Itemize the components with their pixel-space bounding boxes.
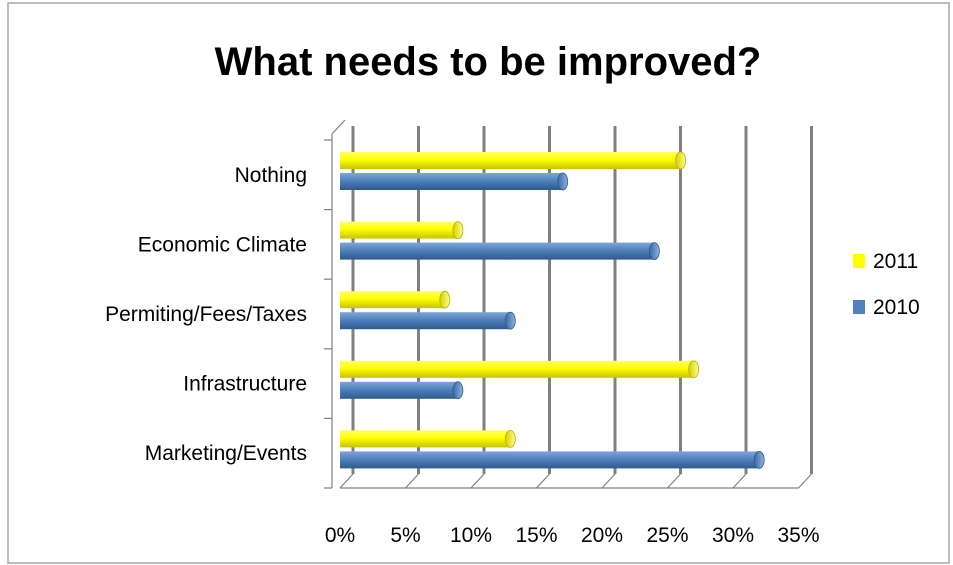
bar-2010-permiting-fees-taxes (340, 312, 511, 330)
x-tick-label: 20% (581, 524, 623, 547)
x-tick-label: 25% (646, 524, 688, 547)
floor-gridline (601, 473, 616, 489)
legend-label-2010: 2010 (873, 296, 920, 319)
legend: 2011 2010 (853, 250, 920, 319)
value-axis-labels: 0% 5% 10% 15% 20% 25% 30% 35% (325, 524, 820, 547)
bar-2010-marketing-events (340, 451, 760, 469)
bar-cap-2011-infrastructure (688, 360, 700, 379)
plot-bars (340, 151, 765, 469)
category-axis-labels: Nothing Economic Climate Permiting/Fees/Ta… (105, 164, 307, 465)
bar-2011-marketing-events (340, 430, 511, 448)
bar-cap-2011-marketing-events (504, 429, 516, 448)
chart-title: What needs to be improved? (215, 40, 762, 84)
x-tick-label: 30% (712, 524, 754, 547)
x-tick-label: 35% (777, 524, 819, 547)
category-label-nothing: Nothing (235, 164, 307, 187)
floor-gridline (339, 473, 354, 489)
category-label-marketing-events: Marketing/Events (145, 442, 307, 465)
bar-2011-economic-climate (340, 221, 458, 239)
bar-cap-2010-nothing (557, 172, 569, 191)
x-tick-label: 15% (515, 524, 557, 547)
x-tick-label: 10% (450, 524, 492, 547)
x-tick-label: 5% (390, 524, 420, 547)
bar-2011-nothing (340, 152, 681, 169)
category-label-permiting-fees-taxes: Permiting/Fees/Taxes (105, 303, 307, 326)
x-tick-label: 0% (325, 524, 355, 547)
category-label-economic-climate: Economic Climate (138, 233, 307, 256)
bar-2011-infrastructure (340, 360, 694, 378)
bar-cap-2010-permiting-fees-taxes (504, 311, 516, 330)
bar-cap-2011-nothing (675, 151, 686, 170)
floor-gridline (667, 473, 681, 489)
bar-cap-2011-permiting-fees-taxes (439, 290, 451, 309)
side-wall-top (331, 119, 346, 135)
bar-cap-2010-economic-climate (649, 242, 660, 261)
category-label-infrastructure: Infrastructure (183, 373, 307, 396)
bar-2011-permiting-fees-taxes (340, 291, 445, 309)
chart-border (7, 2, 950, 564)
bar-2010-nothing (340, 173, 563, 190)
legend-swatch-2011 (853, 254, 865, 268)
legend-label-2011: 2011 (873, 250, 918, 273)
bar-cap-2011-economic-climate (452, 221, 464, 240)
bar-cap-2010-infrastructure (452, 381, 464, 400)
legend-swatch-2010 (853, 300, 865, 314)
floor-gridline (405, 473, 419, 489)
bar-2010-economic-climate (340, 242, 655, 260)
bar-2010-infrastructure (340, 381, 458, 399)
floor-gridline (470, 473, 485, 489)
floor-gridline (732, 473, 747, 489)
bar-cap-2010-marketing-events (753, 450, 765, 469)
floor-gridline (798, 473, 812, 489)
floor-gridline (536, 473, 550, 489)
